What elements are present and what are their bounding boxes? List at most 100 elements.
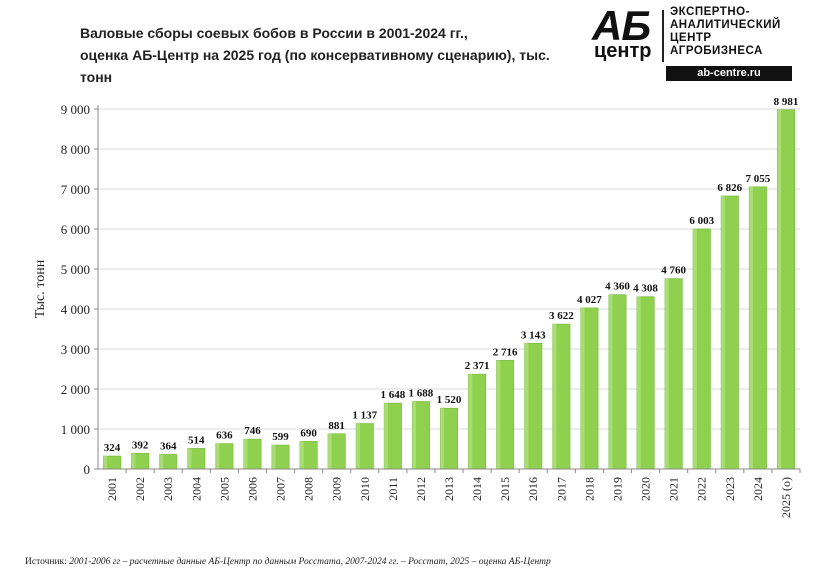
x-tick-label: 2025 (о): [779, 477, 793, 518]
bar-highlight: [664, 278, 669, 469]
y-tick-label: 8 000: [61, 142, 90, 157]
x-tick-label: 2013: [442, 477, 456, 501]
bar-highlight: [636, 296, 641, 469]
logo-centr-text: центр: [594, 40, 652, 62]
data-label: 392: [132, 439, 149, 451]
data-label: 4 027: [577, 294, 602, 306]
bar-highlight: [693, 228, 697, 469]
bar-highlight: [215, 443, 220, 469]
source-label: Источник:: [25, 557, 67, 567]
data-label: 881: [328, 420, 345, 432]
data-label: 2 371: [465, 360, 490, 372]
bars: [103, 109, 795, 470]
y-tick-label: 3 000: [61, 342, 90, 357]
bar-highlight: [749, 186, 754, 470]
bar-highlight: [159, 454, 164, 469]
logo-tagline: ЭКСПЕРТНО- АНАЛИТИЧЕСКИЙ ЦЕНТР АГРОБИЗНЕ…: [670, 6, 781, 58]
x-tick-label: 2007: [274, 477, 288, 501]
x-tick-label: 2010: [358, 477, 372, 501]
logo-divider: [662, 10, 664, 62]
source-text: 2001-2006 гг – расчетные данные АБ-Центр…: [69, 557, 551, 567]
y-tick-label: 2 000: [61, 382, 90, 397]
data-label: 514: [188, 434, 205, 446]
data-label: 324: [104, 442, 121, 454]
y-tick-label: 7 000: [61, 182, 90, 197]
x-tick-label: 2009: [330, 477, 344, 501]
ab-centre-logo: АБ центр ЭКСПЕРТНО- АНАЛИТИЧЕСКИЙ ЦЕНТР …: [590, 4, 805, 82]
x-tick-label: 2021: [667, 477, 681, 501]
x-tick-label: 2008: [302, 477, 316, 501]
bar-highlight: [580, 307, 585, 469]
y-tick-label: 6 000: [61, 222, 90, 237]
x-tick-label: 2015: [498, 477, 512, 501]
bar-highlight: [131, 453, 136, 469]
y-tick-label: 9 000: [61, 102, 90, 117]
bar-highlight: [187, 448, 192, 469]
data-label: 636: [216, 430, 233, 442]
x-tick-label: 2001: [105, 477, 119, 501]
x-tick-label: 2004: [189, 477, 203, 501]
bar-highlight: [552, 324, 557, 469]
logo-tagline-2: АНАЛИТИЧЕСКИЙ: [670, 19, 781, 31]
bar-highlight: [496, 360, 501, 469]
data-label: 1 688: [409, 387, 434, 399]
x-tick-label: 2024: [751, 477, 765, 501]
bar-highlight: [243, 439, 248, 469]
data-label: 6 003: [689, 215, 714, 227]
x-tick-label: 2022: [695, 477, 709, 501]
bar-highlight: [524, 343, 529, 469]
x-tick-label: 2005: [217, 477, 231, 501]
x-tick-label: 2003: [161, 477, 175, 501]
x-tick-label: 2017: [554, 477, 568, 501]
x-tick-label: 2002: [133, 477, 147, 501]
bar-highlight: [468, 374, 473, 469]
x-tick-label: 2012: [414, 477, 428, 501]
x-axis-ticks: 2001 2002 2003 2004 2005 2006 2007 2008 2009 2010…: [105, 469, 801, 518]
x-tick-label: 2016: [526, 477, 540, 501]
chart-title: Валовые сборы соевых бобов в России в 20…: [80, 22, 580, 88]
logo-ab-text: АБ: [592, 2, 651, 49]
title-line-2: оценка АБ-Центр на 2025 год (по консерва…: [80, 47, 550, 85]
y-axis-label: Тыс. тонн: [33, 259, 48, 318]
logo-tagline-4: АГРОБИЗНЕСА: [670, 45, 763, 57]
x-tick-label: 2023: [723, 477, 737, 501]
bar-highlight: [299, 441, 304, 469]
bar-highlight: [440, 408, 445, 469]
logo-tagline-1: ЭКСПЕРТНО-: [670, 6, 750, 18]
x-tick-label: 2018: [582, 477, 596, 501]
data-label: 599: [272, 431, 289, 443]
logo-url: ab-centre.ru: [666, 66, 792, 81]
y-tick-label: 0: [84, 462, 91, 477]
x-tick-label: 2006: [245, 477, 259, 501]
data-label: 6 826: [717, 182, 742, 194]
x-tick-label: 2020: [639, 477, 653, 501]
data-label: 746: [244, 425, 261, 437]
x-tick-label: 2014: [470, 477, 484, 501]
data-label: 8 981: [774, 96, 799, 108]
bar-highlight: [384, 403, 388, 469]
data-label: 3 622: [549, 310, 574, 322]
bar-highlight: [327, 433, 332, 469]
data-label: 2 716: [493, 346, 518, 358]
data-label: 7 055: [746, 173, 771, 185]
bar-highlight: [271, 445, 276, 469]
y-tick-label: 4 000: [61, 302, 90, 317]
y-tick-label: 5 000: [61, 262, 90, 277]
data-label: 1 137: [352, 410, 377, 422]
data-label: 1 648: [380, 389, 405, 401]
y-axis-ticks: 0 1 000 2 000 3 000 4 000 5 000 6 000 7 000 8 00…: [61, 102, 98, 477]
bar-highlight: [412, 401, 417, 469]
y-tick-label: 1 000: [61, 422, 90, 437]
data-label: 4 760: [661, 265, 686, 277]
bar-highlight: [356, 423, 360, 469]
grid-lines: [98, 108, 800, 430]
x-tick-label: 2019: [610, 477, 624, 501]
data-label: 1 520: [437, 394, 462, 406]
logo-tagline-3: ЦЕНТР: [670, 32, 712, 44]
x-tick-label: 2011: [386, 477, 400, 501]
data-label: 364: [160, 440, 177, 452]
data-label: 4 308: [633, 283, 658, 295]
data-label: 4 360: [605, 281, 630, 293]
